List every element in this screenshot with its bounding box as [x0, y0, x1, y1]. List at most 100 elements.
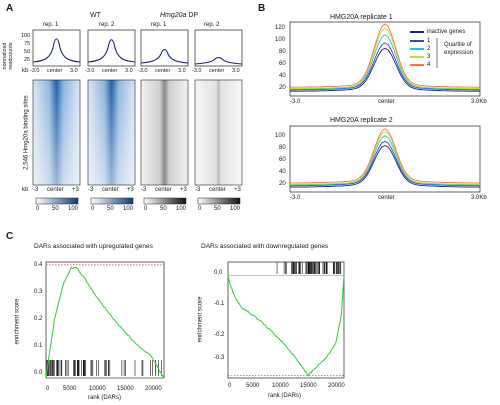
rep-label-wt-2: rep. 2 — [99, 22, 115, 28]
c1-ytick-0: 0.4 — [34, 262, 43, 268]
colorbars — [35, 197, 241, 205]
b1-plot-frame — [289, 21, 481, 97]
c1-xtick-0: 0 — [46, 386, 50, 392]
b2-series-q2 — [290, 135, 480, 186]
c2-hit-bars — [276, 262, 342, 274]
profile-kb-label: kb — [22, 68, 29, 74]
profile-xtick-dp1-center: center — [155, 68, 171, 74]
colorbar-dp-1 — [143, 197, 187, 205]
b1-legend-q3: 3 — [427, 54, 431, 60]
colorbar-wt2-tick-0: 0 — [91, 206, 95, 212]
colorbar-wt-1 — [35, 197, 79, 205]
profile-xtick-wt2-left: -3.0 — [85, 68, 95, 74]
colorbar-dp1-tick-0: 0 — [144, 206, 148, 212]
c1-ytick-3: 0.1 — [34, 343, 43, 349]
b1-ytick-80: 80 — [279, 49, 286, 55]
colorbar-wt1-tick-0: 0 — [36, 206, 40, 212]
b1-legend-inactive: inactive genes — [427, 29, 466, 35]
b1-legend-side-2: expression — [444, 50, 474, 56]
rep-label-dp-1: rep. 1 — [151, 22, 167, 28]
b1-series-q1 — [290, 42, 480, 91]
c2-ytick-1: -0.1 — [214, 301, 225, 307]
profile-line-dp-2 — [194, 56, 243, 65]
colorbar-wt1-tick-100: 100 — [68, 206, 79, 212]
panel-letter-a: A — [6, 3, 14, 14]
colorbar-dp2-tick-100: 100 — [230, 206, 241, 212]
profile-xtick-dp2-left: -3.0 — [192, 68, 202, 74]
profile-xtick-wt2-center: center — [102, 68, 118, 74]
profile-line-wt-2 — [87, 39, 136, 63]
heatmap-dp-2 — [195, 80, 242, 185]
rep-label-wt-1: rep. 1 — [43, 22, 59, 28]
b2-series-q3 — [290, 131, 480, 185]
colorbar-dp2-tick-0: 0 — [198, 206, 202, 212]
b2-xtick-right: 3.0Kb — [471, 195, 487, 201]
profile-xtick-dp1-left: -3.0 — [138, 68, 148, 74]
c1-ytick-4: 0.0 — [34, 370, 43, 376]
colorbar-wt1-tick-50: 50 — [52, 206, 59, 212]
heatmap-xtick-wt2-left: -3 — [88, 187, 94, 193]
profile-xtick-wt1-right: 3.0 — [70, 68, 78, 74]
colorbar-dp2-tick-50: 50 — [214, 206, 221, 212]
profile-xtick-wt1-left: -3.0 — [30, 68, 40, 74]
rep-label-dp-2: rep. 2 — [204, 22, 220, 28]
heatmap-xtick-wt2-right: +3 — [127, 187, 134, 193]
b1-xtick-left: -3.0 — [290, 99, 301, 105]
panel-letter-c: C — [6, 231, 14, 242]
profile-ytick-50: 50 — [24, 49, 31, 55]
b2-ytick-80: 80 — [279, 145, 286, 151]
profile-xtick-dp2-right: 3.0 — [232, 68, 240, 74]
c2-xtick-0: 0 — [228, 383, 232, 389]
c2-xtick-1: 5000 — [246, 383, 260, 389]
heatmap-xtick-wt1-left: -3 — [33, 187, 39, 193]
profile-ytick-100: 100 — [21, 33, 31, 39]
profile-ytick-25: 25 — [24, 57, 31, 63]
b1-title: HMG20A replicate 1 — [330, 14, 393, 21]
heatmap-xtick-dp1-center: center — [155, 187, 172, 193]
profile-box-wt-2 — [87, 29, 136, 67]
group-label-wt: WT — [90, 12, 101, 19]
heatmap-xtick-dp2-right: +3 — [234, 187, 241, 193]
b1-ytick-40: 40 — [279, 73, 286, 79]
b2-series-inactive — [290, 144, 480, 188]
c2-xtick-3: 15000 — [300, 383, 317, 389]
b1-ytick-60: 60 — [279, 61, 286, 67]
c1-xtick-2: 10000 — [89, 386, 106, 392]
b2-ytick-60: 60 — [279, 157, 286, 163]
b1-ytick-120: 120 — [275, 25, 286, 31]
b2-title: HMG20A replicate 2 — [330, 117, 393, 124]
group-label-dp-suffix: DP — [186, 12, 199, 19]
heatmap-xtick-dp2-center: center — [209, 187, 226, 193]
b1-legend-q1: 1 — [427, 38, 431, 44]
heatmap-xtick-wt1-right: +3 — [72, 187, 79, 193]
heatmaps — [32, 79, 243, 186]
b2-xtick-left: -3.0 — [290, 195, 301, 201]
colorbar-dp1-tick-100: 100 — [176, 206, 187, 212]
heatmap-xtick-wt2-center: center — [102, 187, 119, 193]
b1-series-q3 — [289, 27, 481, 90]
profile-xtick-wt1-center: center — [47, 68, 63, 74]
b1-ytick-20: 20 — [279, 85, 286, 91]
c1-xtick-4: 20000 — [145, 386, 162, 392]
b2-ytick-100: 100 — [275, 133, 286, 139]
c1-ytick-2: 0.2 — [34, 316, 43, 322]
c2-plot-frame — [227, 261, 345, 379]
c1-ytick-1: 0.3 — [34, 289, 43, 295]
heatmap-dp-1 — [141, 80, 188, 185]
profile-xtick-wt2-right: 3.0 — [125, 68, 133, 74]
b1-ytick-100: 100 — [275, 37, 286, 43]
b1-legend-q2: 2 — [427, 46, 431, 52]
c2-xtick-2: 10000 — [272, 383, 289, 389]
c1-xlabel: rank (DARs) — [88, 395, 122, 401]
panel-letter-b: B — [258, 3, 266, 14]
b1-series-q2 — [290, 34, 480, 90]
colorbar-dp1-tick-50: 50 — [160, 206, 167, 212]
c2-title: DARs associated with downregulated genes — [201, 243, 329, 250]
profile-box-dp-2 — [194, 29, 243, 67]
b2-series-q1 — [290, 140, 480, 187]
profile-xtick-dp1-right: 3.0 — [178, 68, 186, 74]
profile-ytick-75: 75 — [24, 41, 31, 47]
